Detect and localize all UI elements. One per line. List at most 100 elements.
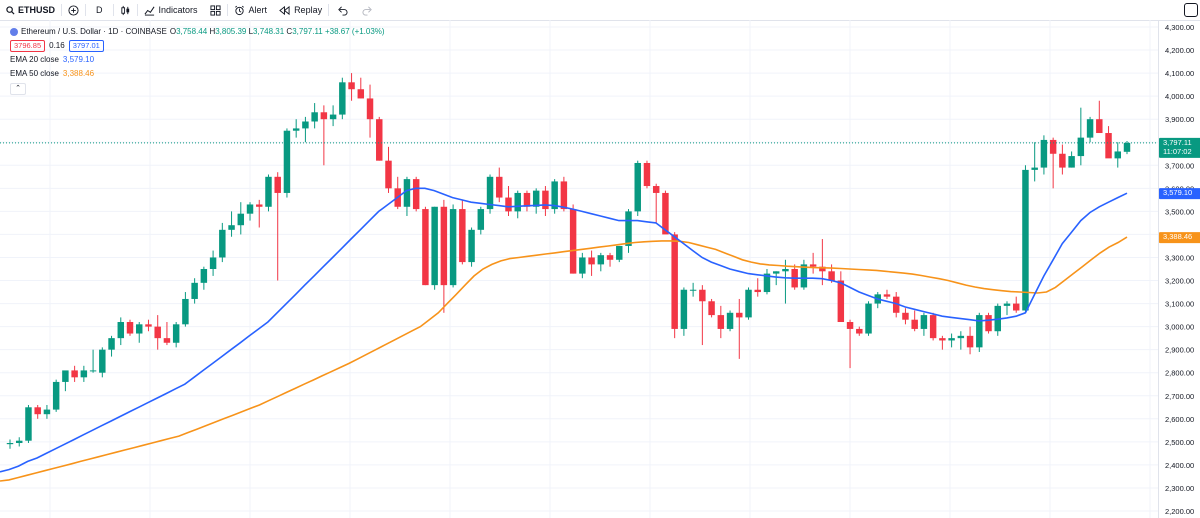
candle-body xyxy=(339,82,346,115)
candle-body xyxy=(957,335,965,339)
candle-body xyxy=(736,312,743,318)
candle-body xyxy=(496,176,503,198)
symbol-search-button[interactable]: ETHUSD xyxy=(0,0,61,20)
symbol-title[interactable]: Ethereum / U.S. Dollar · 1D · COINBASE xyxy=(21,27,167,36)
candle-body xyxy=(634,162,641,212)
maximize-window-button[interactable] xyxy=(1184,3,1198,17)
high-value: 3,805.39 xyxy=(215,27,247,36)
replay-button[interactable]: Replay xyxy=(273,0,328,20)
candle-body xyxy=(985,315,992,332)
open-value: 3,758.44 xyxy=(176,27,208,36)
undo-icon xyxy=(338,6,348,16)
interval-button[interactable]: D xyxy=(86,0,113,20)
spread-value: 0.16 xyxy=(49,41,65,50)
ohlc-values: O3,758.44 H3,805.39 L3,748.31 C3,797.11 … xyxy=(169,27,385,36)
candle-body xyxy=(43,409,51,415)
candle-body xyxy=(348,82,355,90)
candle-body xyxy=(772,271,780,274)
ema20-legend-row[interactable]: EMA 20 close 3,579.10 xyxy=(10,54,385,66)
candle-body xyxy=(643,162,651,187)
candle-body xyxy=(671,234,678,329)
bar-style-icon xyxy=(120,5,129,15)
candle-body xyxy=(939,338,946,341)
candle-body xyxy=(422,209,429,286)
candle-body xyxy=(403,179,411,207)
search-icon xyxy=(6,5,15,15)
price-tick-label: 3,500.00 xyxy=(1165,207,1194,216)
alert-label: Alert xyxy=(248,5,268,15)
candle-body xyxy=(505,197,512,212)
price-tick-label: 2,400.00 xyxy=(1165,461,1194,470)
price-chart[interactable] xyxy=(0,20,1158,518)
candle-body xyxy=(819,266,826,272)
ema20-price-tag: 3,579.10 xyxy=(1159,188,1200,200)
candle-body xyxy=(1012,303,1020,311)
candle-body xyxy=(1049,139,1057,154)
candle-body xyxy=(616,245,623,260)
candle-body xyxy=(71,370,78,378)
candle-body xyxy=(523,192,531,207)
price-tick-label: 3,200.00 xyxy=(1165,277,1194,286)
candle-body xyxy=(200,269,208,283)
compare-symbol-button[interactable] xyxy=(62,0,85,20)
candle-body xyxy=(782,269,789,272)
sell-price-button[interactable]: 3796.85 xyxy=(10,40,46,52)
candle-body xyxy=(680,289,688,329)
candle-body xyxy=(1031,167,1038,170)
candle-body xyxy=(1059,153,1066,168)
ema20-line xyxy=(0,187,1128,473)
candle-body xyxy=(902,312,909,320)
collapse-legend-button[interactable]: ⌃ xyxy=(10,83,26,95)
candle-body xyxy=(16,440,23,444)
replay-icon xyxy=(279,5,290,15)
candle-body xyxy=(163,338,171,343)
buy-price-button[interactable]: 3797.01 xyxy=(68,40,104,52)
ema50-price-tag-bg xyxy=(1159,232,1200,244)
candle-body xyxy=(283,130,291,193)
candle-body xyxy=(708,301,715,316)
candle-body xyxy=(182,298,189,325)
candle-body xyxy=(440,206,448,286)
interval-label: D xyxy=(96,5,103,15)
candle-body xyxy=(136,324,143,334)
candle-body xyxy=(763,273,771,293)
candle-body xyxy=(1068,156,1075,168)
candle-body xyxy=(588,257,595,265)
toolbar-divider xyxy=(61,4,63,16)
candle-body xyxy=(449,209,457,286)
candle-body xyxy=(911,319,918,329)
layout-button[interactable] xyxy=(204,0,227,20)
ema50-label: EMA 50 close xyxy=(10,69,59,78)
candle-body xyxy=(292,128,300,131)
redo-button[interactable] xyxy=(356,0,379,20)
candle-body xyxy=(800,264,808,288)
candle-body xyxy=(89,370,97,372)
candle-body xyxy=(754,289,761,293)
candle-body xyxy=(145,324,152,327)
price-tick-label: 4,000.00 xyxy=(1165,92,1194,101)
candle-body xyxy=(191,282,198,299)
price-tick-label: 2,900.00 xyxy=(1165,346,1194,355)
candle-body xyxy=(551,181,558,210)
candle-body xyxy=(25,407,32,441)
candle-body xyxy=(1105,133,1112,159)
toolbar-divider xyxy=(112,4,114,16)
candle-body xyxy=(385,160,392,189)
undo-button[interactable] xyxy=(329,0,356,20)
indicators-button[interactable]: Indicators xyxy=(138,0,204,20)
candle-body xyxy=(6,443,14,445)
ema50-legend-row[interactable]: EMA 50 close 3,388.46 xyxy=(10,68,385,80)
candle-body xyxy=(689,289,697,291)
candle-body xyxy=(376,119,383,161)
candle-body xyxy=(1096,119,1103,134)
price-tick-label: 2,800.00 xyxy=(1165,369,1194,378)
price-tick-label: 3,900.00 xyxy=(1165,115,1194,124)
alert-button[interactable]: Alert xyxy=(228,0,274,20)
candle-body xyxy=(172,324,180,343)
price-axis[interactable]: 2,200.00 2,300.00 2,400.00 2,500.00 2,600.00… xyxy=(1158,20,1200,518)
candle-body xyxy=(34,407,41,415)
legend-title-row: Ethereum / U.S. Dollar · 1D · COINBASE O… xyxy=(10,26,385,38)
layout-grid-icon xyxy=(210,4,221,16)
bar-style-button[interactable] xyxy=(114,0,137,20)
last-price-tag-text: 11:07:02 xyxy=(1163,147,1192,156)
